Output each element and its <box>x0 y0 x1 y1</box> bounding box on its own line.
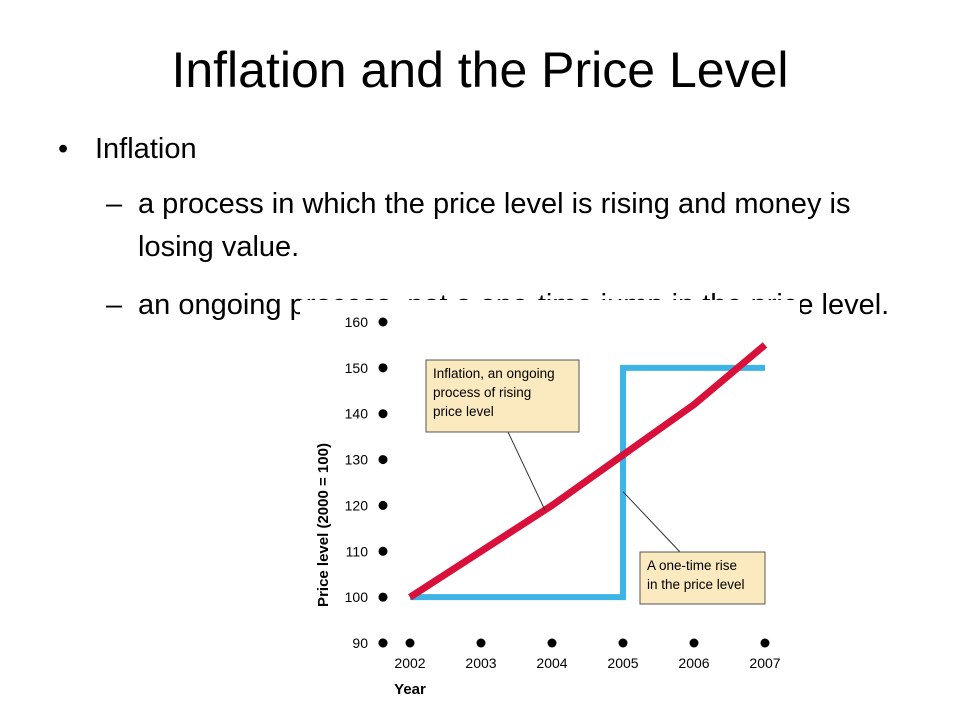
x-tick-label: 2007 <box>749 655 780 671</box>
x-tick-label: 2005 <box>607 655 638 671</box>
y-tick-dot <box>378 409 388 419</box>
x-tick-label: 2004 <box>536 655 567 671</box>
callout-box <box>639 551 766 605</box>
y-axis-label: Price level (2000 = 100) <box>315 443 332 607</box>
x-tick-dot <box>476 638 486 648</box>
callout-text: price level <box>433 404 494 419</box>
x-tick-label: 2002 <box>394 655 425 671</box>
y-axis: 90 100 110 120 130 140 150 160 <box>345 314 388 651</box>
x-tick-dot <box>547 638 557 648</box>
callout-text: A one-time rise <box>647 558 737 573</box>
x-tick-dot <box>405 638 415 648</box>
dash-marker: – <box>106 188 123 220</box>
y-tick-dot <box>378 455 388 465</box>
callout-text: process of rising <box>433 385 531 400</box>
annotation-layer: Inflation, an ongoing process of rising pr… <box>425 359 766 605</box>
y-tick-label: 140 <box>345 406 369 422</box>
x-axis: 2002 2003 2004 2005 2006 2007 <box>378 638 781 671</box>
y-tick-label: 160 <box>345 314 369 330</box>
price-level-chart: 90 100 110 120 130 140 150 160 2002 2003 2004 2005… <box>300 300 800 710</box>
slide-title: Inflation and the Price Level <box>171 42 789 98</box>
bullet-marker: • <box>58 133 69 165</box>
x-tick-dot <box>618 638 628 648</box>
y-tick-label: 110 <box>346 543 369 559</box>
x-tick-label: 2003 <box>465 655 496 671</box>
y-tick-label: 100 <box>345 589 369 605</box>
y-tick-dot <box>378 592 388 602</box>
y-tick-dot <box>378 500 388 510</box>
y-tick-dot <box>378 317 388 327</box>
bullet-text: Inflation <box>95 133 197 165</box>
origin-dot <box>378 638 388 648</box>
one-time-rise-line <box>410 364 765 601</box>
callout-leader-line <box>622 491 681 553</box>
sub-bullet-text: a process in which the price level is ri… <box>138 188 851 263</box>
y-tick-label: 90 <box>352 635 368 651</box>
dash-marker: – <box>106 289 123 321</box>
x-tick-label: 2006 <box>678 655 709 671</box>
y-tick-label: 120 <box>345 497 369 513</box>
y-tick-label: 130 <box>345 452 369 468</box>
callout-leader-line <box>507 431 546 511</box>
inflation-line <box>408 342 768 601</box>
x-tick-dot <box>689 638 699 648</box>
x-axis-label: Year <box>394 681 426 698</box>
series-layer <box>408 342 768 601</box>
callout-box <box>425 359 580 433</box>
y-tick-dot <box>378 363 388 373</box>
y-tick-label: 150 <box>345 360 369 376</box>
callout-text: in the price level <box>647 577 745 592</box>
callout-text: Inflation, an ongoing <box>433 366 555 381</box>
x-tick-dot <box>760 638 770 648</box>
y-tick-dot <box>378 546 388 556</box>
